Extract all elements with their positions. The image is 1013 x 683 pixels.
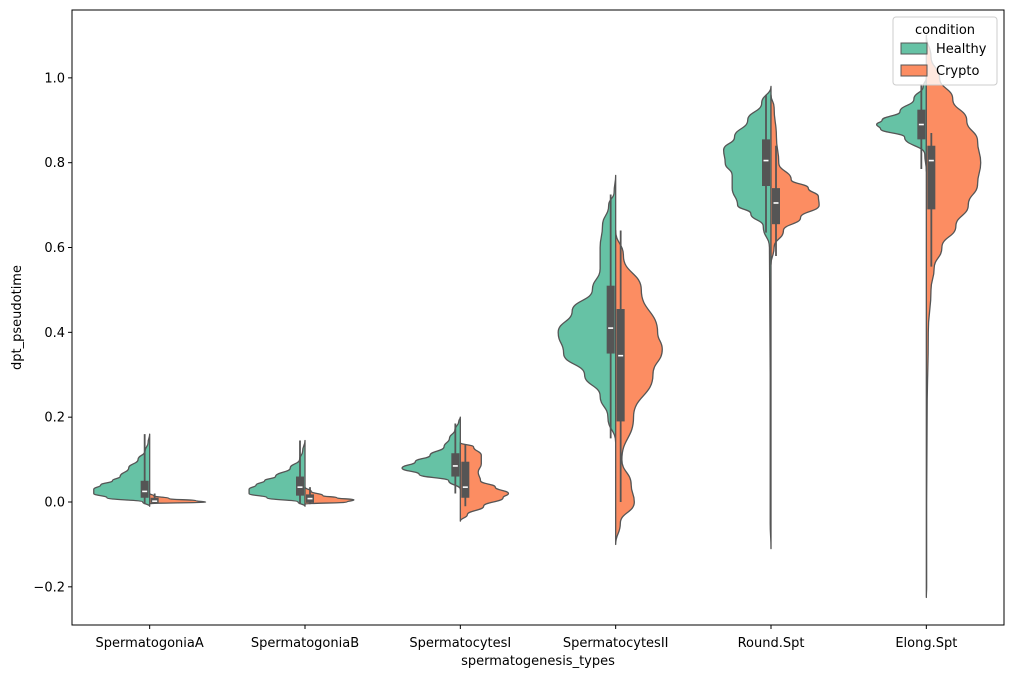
x-axis: SpermatogoniaA SpermatogoniaB Spermatocyte…	[96, 625, 957, 651]
boxes-layer	[140, 84, 936, 507]
x-tick-label: SpermatocytesI	[409, 636, 511, 651]
violin-crypto-spermatogoniab	[304, 486, 355, 505]
x-tick-label: Round.Spt	[738, 636, 805, 651]
violins-layer	[93, 34, 982, 599]
legend-title: condition	[915, 23, 975, 38]
y-tick-label: 0.0	[44, 496, 65, 511]
iqr-box-healthy-spermatogoniaa	[140, 480, 149, 498]
legend: condition Healthy Crypto	[892, 16, 998, 86]
legend-label-crypto: Crypto	[936, 64, 979, 79]
x-axis-title: spermatogenesis_types	[461, 654, 615, 669]
y-tick-label: 0.8	[44, 156, 65, 171]
y-tick-label: −0.2	[33, 580, 65, 595]
legend-label-healthy: Healthy	[936, 42, 987, 57]
violin-crypto-round-spt	[770, 94, 820, 266]
y-tick-label: 0.6	[44, 241, 65, 256]
iqr-box-healthy-round-spt	[762, 139, 770, 187]
x-tick-label: SpermatocytesII	[563, 636, 669, 651]
x-tick-label: SpermatogoniaB	[251, 636, 359, 651]
x-tick-label: Elong.Spt	[895, 636, 957, 651]
plot-frame	[71, 9, 1005, 626]
iqr-box-crypto-spermatocytesi	[461, 461, 470, 498]
iqr-box-crypto-spermatocytesii	[616, 309, 625, 422]
iqr-box-crypto-elong-spt	[927, 145, 936, 210]
y-axis-title: dpt_pseudotime	[10, 265, 25, 370]
y-tick-label: 0.2	[44, 411, 65, 426]
violin-crypto-spermatocytesii	[615, 229, 663, 546]
y-axis: −0.2 0.0 0.2 0.4 0.6 0.8 1.0	[33, 71, 72, 595]
violin-crypto-spermatogoniaa	[149, 492, 207, 505]
y-tick-label: 0.4	[44, 326, 65, 341]
violin-healthy-round-spt	[722, 85, 772, 550]
violin-healthy-spermatocytesii	[557, 174, 617, 444]
y-tick-label: 1.0	[44, 71, 65, 86]
iqr-box-crypto-spermatogoniaa	[150, 497, 159, 503]
violin-healthy-spermatogoniab	[248, 439, 306, 507]
iqr-box-healthy-spermatocytesi	[451, 453, 460, 477]
iqr-box-healthy-spermatocytesii	[606, 285, 615, 354]
violin-crypto-elong-spt	[925, 34, 982, 599]
iqr-box-healthy-spermatogoniab	[296, 476, 304, 496]
legend-swatch-healthy	[900, 42, 928, 55]
violin-crypto-spermatocytesi	[459, 441, 510, 522]
violin-healthy-spermatocytesi	[401, 416, 461, 490]
legend-swatch-crypto	[900, 64, 928, 77]
x-tick-label: SpermatogoniaA	[96, 636, 204, 651]
iqr-box-crypto-round-spt	[772, 188, 780, 225]
